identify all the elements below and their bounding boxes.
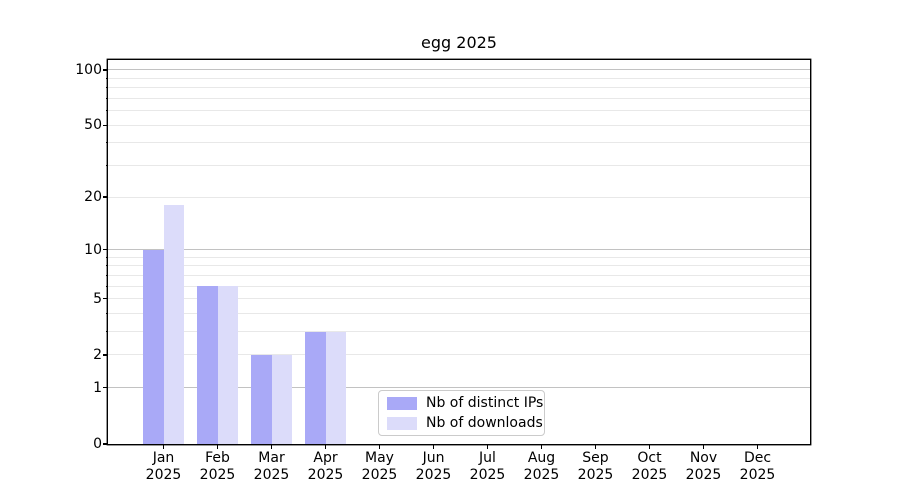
y-minor-tick-mark — [105, 265, 108, 267]
y-gridline-minor — [108, 165, 810, 167]
y-tick-label: 10 — [84, 241, 102, 258]
plot-area — [108, 60, 810, 444]
y-gridline-minor — [108, 110, 810, 112]
y-minor-tick-mark — [105, 165, 108, 167]
legend: Nb of distinct IPs Nb of downloads — [378, 390, 545, 436]
y-minor-tick-mark — [105, 87, 108, 89]
y-minor-tick-mark — [105, 313, 108, 314]
y-gridline-minor — [108, 274, 810, 276]
x-tick-label-oct: Oct 2025 — [631, 450, 668, 483]
y-gridline-minor — [108, 256, 810, 258]
y-gridline-minor — [108, 313, 810, 314]
x-tick-mark — [432, 444, 435, 449]
x-tick-mark — [270, 444, 273, 449]
x-tick-mark — [378, 444, 381, 449]
legend-label-distinct-ips: Nb of distinct IPs — [426, 395, 544, 411]
bar-downloads-apr — [325, 331, 346, 444]
x-tick-label-aug: Aug 2025 — [523, 450, 560, 483]
y-tick-label: 2 — [93, 346, 102, 363]
chart-title: egg 2025 — [421, 33, 497, 52]
bar-downloads-jan — [163, 205, 184, 444]
y-tick-mark — [103, 196, 108, 198]
x-tick-label-jun: Jun 2025 — [415, 450, 452, 483]
y-minor-tick-mark — [105, 274, 108, 276]
x-tick-label-may: May 2025 — [361, 450, 398, 483]
y-minor-tick-mark — [105, 110, 108, 112]
y-gridline-major — [108, 387, 810, 389]
x-tick-label-jul: Jul 2025 — [469, 450, 506, 483]
y-gridline-minor — [108, 77, 810, 79]
bar-distinct-ips-jan — [143, 249, 164, 444]
y-minor-tick-mark — [105, 142, 108, 144]
y-tick-mark — [103, 443, 108, 445]
y-tick-mark — [103, 69, 108, 71]
legend-item-distinct-ips: Nb of distinct IPs — [387, 395, 544, 411]
x-tick-mark — [594, 444, 597, 449]
legend-item-downloads: Nb of downloads — [387, 415, 544, 431]
x-tick-label-apr: Apr 2025 — [307, 450, 344, 483]
y-gridline-minor — [108, 265, 810, 267]
y-tick-label: 5 — [93, 290, 102, 307]
y-minor-tick-mark — [105, 331, 108, 333]
y-tick-mark — [103, 387, 108, 389]
legend-swatch-distinct-ips — [387, 396, 417, 410]
y-gridline-minor — [108, 142, 810, 144]
bar-downloads-mar — [271, 354, 292, 444]
y-minor-tick-mark — [105, 256, 108, 258]
y-gridline-minor — [108, 97, 810, 99]
y-gridline-minor — [108, 87, 810, 89]
y-gridline-minor — [108, 298, 810, 300]
y-tick-label: 50 — [84, 117, 102, 134]
x-tick-label-feb: Feb 2025 — [199, 450, 236, 483]
y-minor-tick-mark — [105, 97, 108, 99]
y-gridline-minor — [108, 196, 810, 198]
y-gridline-minor — [108, 285, 810, 287]
x-tick-label-nov: Nov 2025 — [685, 450, 722, 483]
bar-distinct-ips-apr — [305, 331, 326, 444]
y-minor-tick-mark — [105, 77, 108, 79]
y-tick-mark — [103, 354, 108, 356]
bar-downloads-feb — [217, 286, 238, 444]
x-tick-label-dec: Dec 2025 — [739, 450, 776, 483]
legend-swatch-downloads — [387, 416, 417, 430]
y-gridline-minor — [108, 124, 810, 126]
y-minor-tick-mark — [105, 285, 108, 287]
bar-distinct-ips-feb — [197, 286, 218, 444]
y-tick-mark — [103, 298, 108, 300]
y-tick-label: 0 — [93, 436, 102, 452]
x-tick-mark — [162, 444, 165, 449]
y-gridline-major — [108, 248, 810, 251]
x-tick-mark — [756, 444, 759, 449]
y-tick-label: 1 — [93, 379, 102, 396]
y-gridline-major — [108, 69, 810, 71]
x-tick-mark — [486, 444, 489, 449]
x-tick-mark — [540, 444, 543, 449]
x-tick-mark — [648, 444, 651, 449]
x-tick-label-jan: Jan 2025 — [145, 450, 182, 483]
y-gridline-minor — [108, 354, 810, 356]
x-tick-mark — [216, 444, 219, 449]
x-tick-mark — [324, 444, 327, 449]
x-tick-label-sep: Sep 2025 — [577, 450, 614, 483]
y-tick-mark — [103, 248, 108, 251]
legend-label-downloads: Nb of downloads — [426, 415, 543, 431]
y-gridline-minor — [108, 331, 810, 333]
y-tick-mark — [103, 124, 108, 126]
bar-distinct-ips-mar — [251, 354, 272, 444]
y-tick-label: 20 — [84, 189, 102, 206]
y-tick-label: 100 — [75, 61, 102, 78]
x-tick-label-mar: Mar 2025 — [253, 450, 290, 483]
x-tick-mark — [702, 444, 705, 449]
